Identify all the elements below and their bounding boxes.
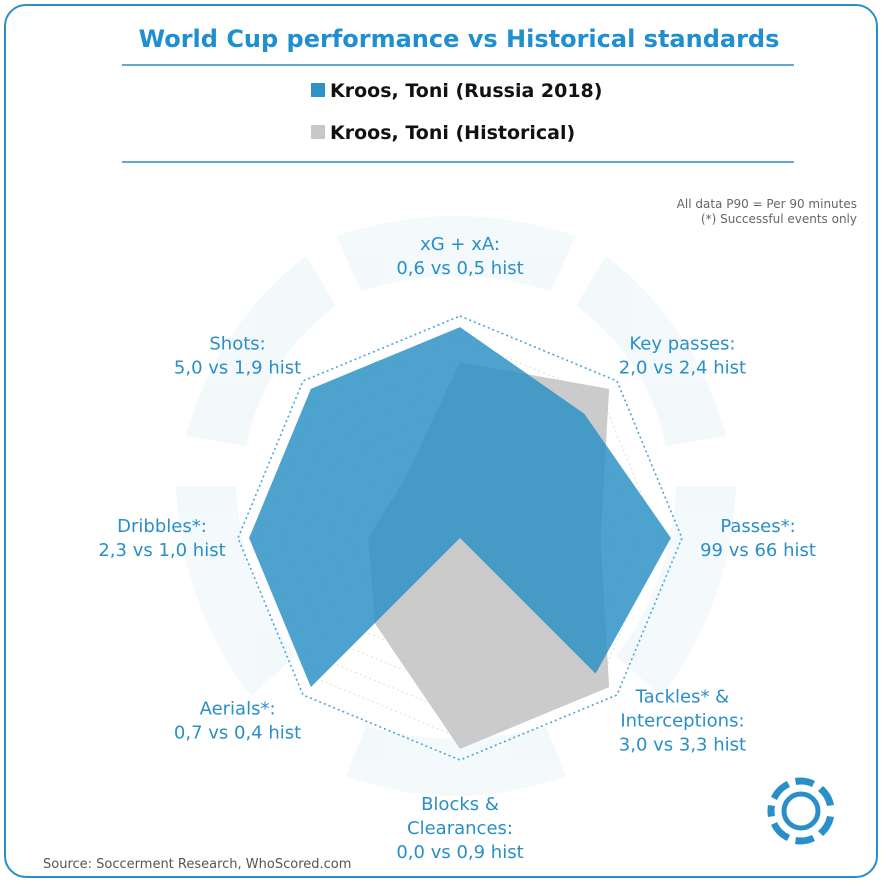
watermark-ball <box>176 216 736 796</box>
axis-label: Aerials*: 0,7 vs 0,4 hist <box>174 698 301 743</box>
axis-label: Key passes: 2,0 vs 2,4 hist <box>619 334 746 379</box>
grid-outer-ring <box>237 315 683 761</box>
axis-label: Tackles* & Interceptions: 3,0 vs 3,3 hist <box>619 686 746 755</box>
legend-label-current: Kroos, Toni (Russia 2018) <box>330 80 602 102</box>
chart-title: World Cup performance vs Historical stan… <box>139 25 780 53</box>
legend-label-historical: Kroos, Toni (Historical) <box>330 122 575 144</box>
axis-label: xG + xA: 0,6 vs 0,5 hist <box>396 234 523 279</box>
axis-label: Shots: 5,0 vs 1,9 hist <box>174 334 301 379</box>
source-note: Source: Soccerment Research, WhoScored.c… <box>43 857 351 872</box>
soccerment-logo <box>767 777 834 845</box>
legend-swatch-current <box>311 83 325 97</box>
axis-label: Dribbles*: 2,3 vs 1,0 hist <box>98 516 225 561</box>
chart-frame: World Cup performance vs Historical stan… <box>4 4 878 878</box>
note-line-1: All data P90 = Per 90 minutes <box>677 197 857 211</box>
radar-series <box>249 327 671 749</box>
legend-swatch-historical <box>311 125 325 139</box>
axis-label: Blocks & Clearances: 0,0 vs 0,9 hist <box>396 794 523 863</box>
series-area-current <box>249 327 671 688</box>
radar-chart: World Cup performance vs Historical stan… <box>43 25 857 872</box>
logo-ring <box>781 791 821 831</box>
note-line-2: (*) Successful events only <box>701 212 857 226</box>
legend: Kroos, Toni (Russia 2018) Kroos, Toni (H… <box>311 80 602 144</box>
axis-label: Passes*: 99 vs 66 hist <box>700 516 816 561</box>
axis-labels: xG + xA: 0,6 vs 0,5 hist Key passes: 2,0 vs… <box>98 234 816 863</box>
logo-segments <box>767 777 834 845</box>
